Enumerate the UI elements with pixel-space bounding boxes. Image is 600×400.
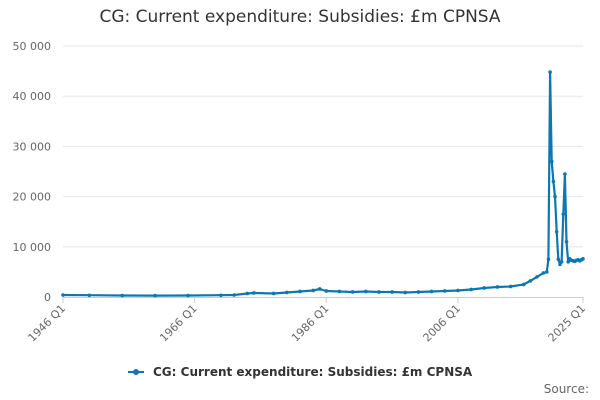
source-label: Source: <box>543 382 589 396</box>
x-tick-label: 1966 Q1 <box>157 302 200 345</box>
data-point <box>363 289 368 294</box>
data-point <box>271 291 276 296</box>
data-point <box>317 287 322 291</box>
legend-swatch <box>127 368 144 375</box>
data-point <box>456 288 460 293</box>
data-point <box>429 289 434 294</box>
data-point <box>390 290 394 294</box>
data-point <box>551 179 556 184</box>
data-point <box>548 70 552 74</box>
data-point <box>549 159 554 164</box>
data-point <box>566 260 570 264</box>
y-tick-label: 10 000 <box>13 241 52 254</box>
data-point <box>541 271 546 275</box>
data-point <box>556 257 561 262</box>
data-point <box>508 284 513 289</box>
y-tick-label: 0 <box>44 291 51 304</box>
data-point <box>252 291 256 295</box>
data-point <box>245 291 250 296</box>
x-tick-label: 1946 Q1 <box>26 302 69 345</box>
data-point <box>553 194 557 199</box>
y-tick-label: 30 000 <box>13 140 52 153</box>
y-tick-label: 20 000 <box>13 191 52 204</box>
chart-title: CG: Current expenditure: Subsidies: £m C… <box>99 7 501 27</box>
data-point <box>554 229 559 234</box>
data-point <box>546 257 551 262</box>
data-point <box>535 275 539 279</box>
data-point <box>469 287 473 292</box>
data-point <box>403 290 408 295</box>
y-tick-label: 40 000 <box>13 90 52 103</box>
data-point <box>495 285 500 289</box>
data-point <box>298 289 302 294</box>
data-point <box>350 290 355 294</box>
data-point <box>153 293 157 298</box>
data-point <box>561 212 566 216</box>
data-point <box>284 290 289 295</box>
x-tick-label: 1986 Q1 <box>289 302 332 345</box>
data-point <box>61 293 65 297</box>
data-point <box>564 239 569 244</box>
data-point <box>559 260 564 264</box>
data-point <box>324 289 329 293</box>
series-line <box>61 70 585 297</box>
data-point <box>232 293 236 297</box>
x-tick-label: 2006 Q1 <box>421 302 464 345</box>
data-point <box>87 293 92 298</box>
data-point <box>528 279 533 283</box>
data-point <box>219 293 223 298</box>
data-point <box>337 289 342 294</box>
data-point <box>563 172 567 176</box>
data-point <box>442 289 447 293</box>
data-point <box>120 293 125 298</box>
data-point <box>311 288 315 293</box>
data-point <box>377 290 381 294</box>
data-point <box>581 257 585 261</box>
legend-label: CG: Current expenditure: Subsidies: £m C… <box>153 365 473 379</box>
y-tick-label: 50 000 <box>13 40 52 53</box>
data-point <box>521 282 526 287</box>
legend[interactable]: CG: Current expenditure: Subsidies: £m C… <box>0 365 600 379</box>
data-point <box>482 286 487 290</box>
x-tick-label: 2025 Q1 <box>546 302 589 345</box>
data-point <box>544 270 549 274</box>
data-point <box>416 290 421 294</box>
data-point <box>186 293 190 298</box>
